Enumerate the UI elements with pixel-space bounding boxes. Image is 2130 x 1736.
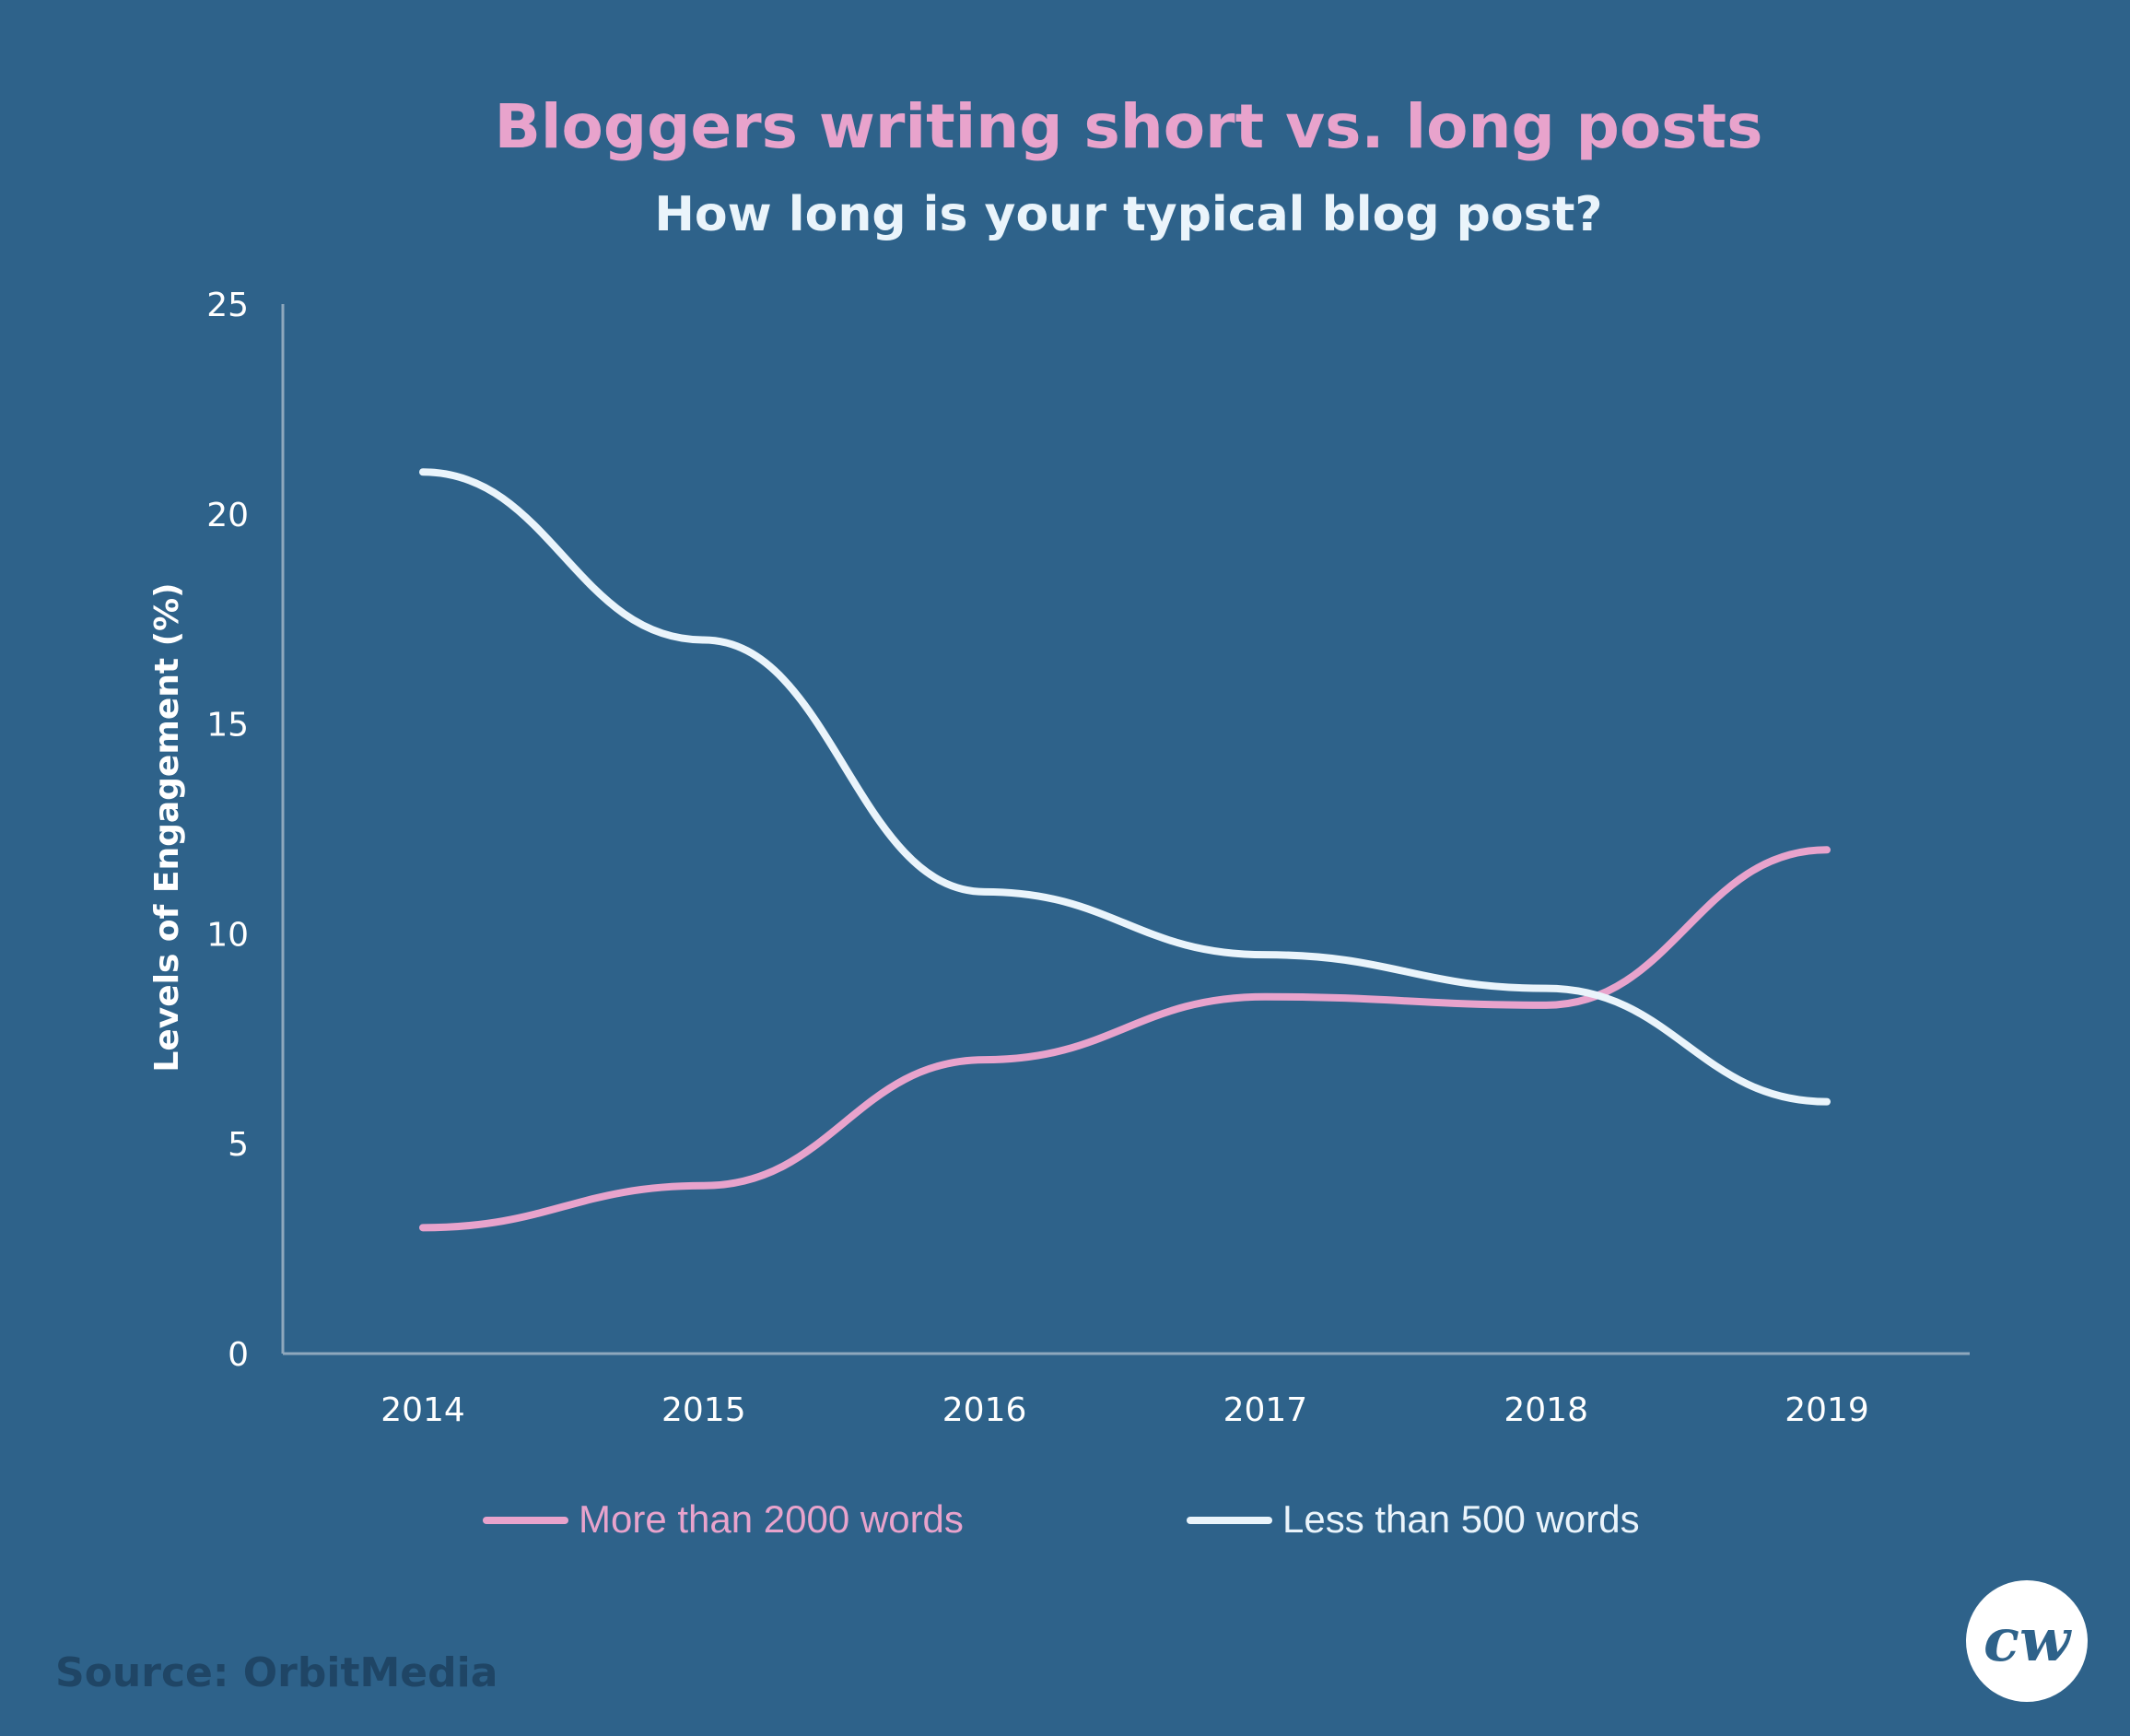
series-line-2 [419, 468, 1831, 1106]
x-tick-label: 2015 [661, 1391, 746, 1429]
x-tick-label: 2016 [942, 1391, 1027, 1429]
source-text: Source: OrbitMedia [55, 1649, 497, 1696]
y-tick-label: 20 [206, 497, 249, 534]
x-tick-labels: 2014 2015 2016 2017 2018 2019 [380, 1391, 1869, 1429]
y-axis-label: Levels of Engagement (%) [148, 582, 186, 1072]
logo-text: cw [1984, 1606, 2072, 1675]
x-tick-label: 2019 [1785, 1391, 1869, 1429]
y-tick-label: 0 [228, 1336, 249, 1374]
y-tick-label: 10 [206, 916, 249, 954]
x-tick-label: 2017 [1223, 1391, 1308, 1429]
series-line-1 [419, 846, 1831, 1232]
x-tick-label: 2018 [1504, 1391, 1588, 1429]
series-lines [419, 468, 1831, 1232]
logo-circle [1966, 1580, 2088, 1702]
x-tick-label: 2014 [380, 1391, 465, 1429]
legend-label: Less than 500 words [1282, 1497, 1640, 1541]
chart-title: Bloggers writing short vs. long posts [495, 91, 1763, 162]
chart-subtitle: How long is your typical blog post? [654, 187, 1602, 242]
y-tick-labels: 0 5 10 15 20 25 [206, 287, 249, 1374]
legend: More than 2000 words Less than 500 words [483, 1497, 1640, 1541]
y-tick-label: 15 [206, 707, 249, 745]
cw-logo-icon: cw [1966, 1580, 2088, 1702]
y-tick-label: 5 [228, 1126, 249, 1164]
axes [281, 304, 1970, 1355]
y-tick-label: 25 [206, 287, 249, 324]
legend-label: More than 2000 words [579, 1497, 964, 1541]
